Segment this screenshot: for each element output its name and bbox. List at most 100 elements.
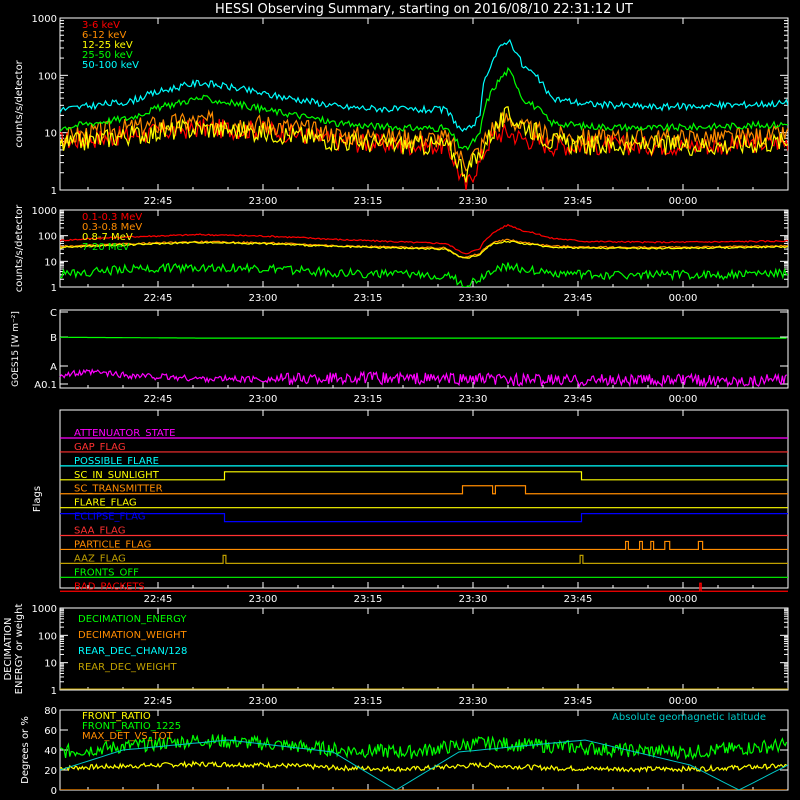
x-tick-label: 23:30 [459,293,488,304]
y-tick-label: 1000 [32,604,57,615]
flag-label: BAD_PACKETS [74,581,145,592]
x-tick-label: 23:00 [249,196,278,207]
series-group [60,733,788,790]
x-tick-label: 23:15 [354,696,383,707]
legend-entry: 6-12 keV [82,30,126,41]
flag-line [60,582,788,592]
y-axis-label: DECIMATION [3,617,14,680]
y-tick-label: 40 [44,746,57,757]
goes-series-line [60,336,787,339]
legend-entry: 12-25 keV [82,40,133,51]
legend-entry: 0.1-0.3 MeV [82,212,142,223]
y-tick-label: B [50,333,57,344]
x-tick-label: 23:30 [459,696,488,707]
flag-line [60,540,788,551]
x-tick-label: 23:45 [564,594,593,605]
x-tick-label: 23:45 [564,293,593,304]
flag-line [60,512,788,523]
y-axis-label: ENERGY or weight [14,604,25,695]
flag-label: POSSIBLE_FLARE [74,456,159,467]
panel-frame [59,607,789,691]
x-tick-label: 23:15 [354,394,383,405]
panel-decimation: 22:45 23:00 23:15 23:30 23:45 00:00 DECIMATION… [3,604,789,707]
legend-entry: FRONT_RATIO [82,711,151,722]
flag-label: PARTICLE_FLAG [74,539,151,550]
x-tick-label: 23:00 [249,394,278,405]
y-tick-label: 10 [44,129,57,140]
x-tick-label: 00:00 [669,696,698,707]
x-tick-label: 22:45 [144,696,173,707]
flag-label: SAA_FLAG [74,526,125,537]
legend-entry: 0.3-0.8 MeV [82,222,142,233]
x-tick-label: 23:30 [459,394,488,405]
legend-entry: DECIMATION_ENERGY [78,614,187,625]
flag-label: ATTENUATOR_STATE [74,428,175,439]
y-tick-label: 100 [38,71,57,82]
flag-label: FLARE_FLAG [74,498,137,509]
x-tick-label: 23:45 [564,196,593,207]
x-tick-label: 23:15 [354,293,383,304]
series-group [60,38,788,190]
legend-entry: REAR_DEC_CHAN/128 [78,646,187,657]
y-tick-label: 20 [44,766,57,777]
ratio-series-line [60,760,787,773]
x-tick-label: 00:00 [669,394,698,405]
series-line-12-25-keV [60,106,788,183]
y-tick-label: 1000 [32,206,57,217]
panel-goes15: 22:45 23:00 23:15 23:30 23:45 00:00 GOES15 [W … [11,308,789,405]
series-line-0-1-0-3-MeV [60,223,788,255]
series-line-7-20-MeV [60,262,788,287]
legend-entry: 50-100 keV [82,60,139,71]
panel-count-rates-low: 22:45 23:00 23:15 23:30 23:45 00:00 counts/s/d… [14,14,789,207]
goes-series-line [59,368,788,389]
legend-entry: REAR_DEC_WEIGHT [78,662,177,673]
series-line-25-50-keV [60,66,788,151]
y-tick-label: 1 [51,686,57,697]
flag-label: SC_TRANSMITTER [74,484,163,495]
y-axis-label: Flags [32,486,43,512]
series-line-6-12-keV [60,109,788,172]
y-tick-label: C [50,308,57,319]
legend-entry: 25-50 keV [82,50,133,61]
x-tick-label: 22:45 [144,594,173,605]
flag-label: SC_IN_SUNLIGHT [74,470,160,481]
legend-entry: DECIMATION_WEIGHT [78,630,187,641]
y-tick-label: A [50,362,57,373]
x-tick-label: 23:30 [459,594,488,605]
legend-entry: 0.8-7 MeV [82,232,133,243]
flag-label: ECLIPSE_FLAG [74,512,145,523]
x-tick-label: 23:00 [249,594,278,605]
flag-label: FRONTS_OFF [74,567,139,578]
x-tick-label: 23:00 [249,293,278,304]
y-tick-label: 1000 [32,14,57,25]
legend-entry: FRONT_RATIO_1225 [82,721,181,732]
y-tick-label: 0 [51,786,57,797]
x-tick-label: 23:00 [249,696,278,707]
y-tick-label: 100 [38,631,57,642]
flag-label: GAP_FLAG [74,442,126,453]
x-tick-label: 23:45 [564,696,593,707]
panel-ratios: Degrees or % 0 20 40 60 80 FRONT_RATIOFRONT_RA… [20,706,789,797]
x-tick-label: 23:15 [354,594,383,605]
y-axis-label: Degrees or % [20,716,31,784]
x-tick-label: 23:15 [354,196,383,207]
x-tick-label: 22:45 [144,394,173,405]
flag-line [60,471,788,481]
figure-title: HESSI Observing Summary, starting on 201… [215,2,633,17]
y-axis-label: counts/s/detector [14,204,25,292]
x-tick-label: 00:00 [669,196,698,207]
x-tick-label: 22:45 [144,196,173,207]
annotation-label: Absolute geomagnetic latitude [612,712,766,723]
x-tick-label: 23:45 [564,394,593,405]
plot-panels: 22:45 23:00 23:15 23:30 23:45 00:00 counts/s/d… [3,14,789,797]
panel-frame [59,309,789,389]
legend-entry: 3-6 keV [82,20,120,31]
series-line-3-6-keV [60,118,788,190]
legend-entry: MAX_DET_VS_TOT [82,731,174,742]
panel-count-rates-high: 22:45 23:00 23:15 23:30 23:45 00:00 counts/s/d… [14,204,789,304]
y-tick-label: 60 [44,726,57,737]
y-tick-label: 100 [38,232,57,243]
series-line-0-8-7-MeV [60,240,788,259]
x-tick-label: 00:00 [669,293,698,304]
x-tick-label: 22:45 [144,293,173,304]
